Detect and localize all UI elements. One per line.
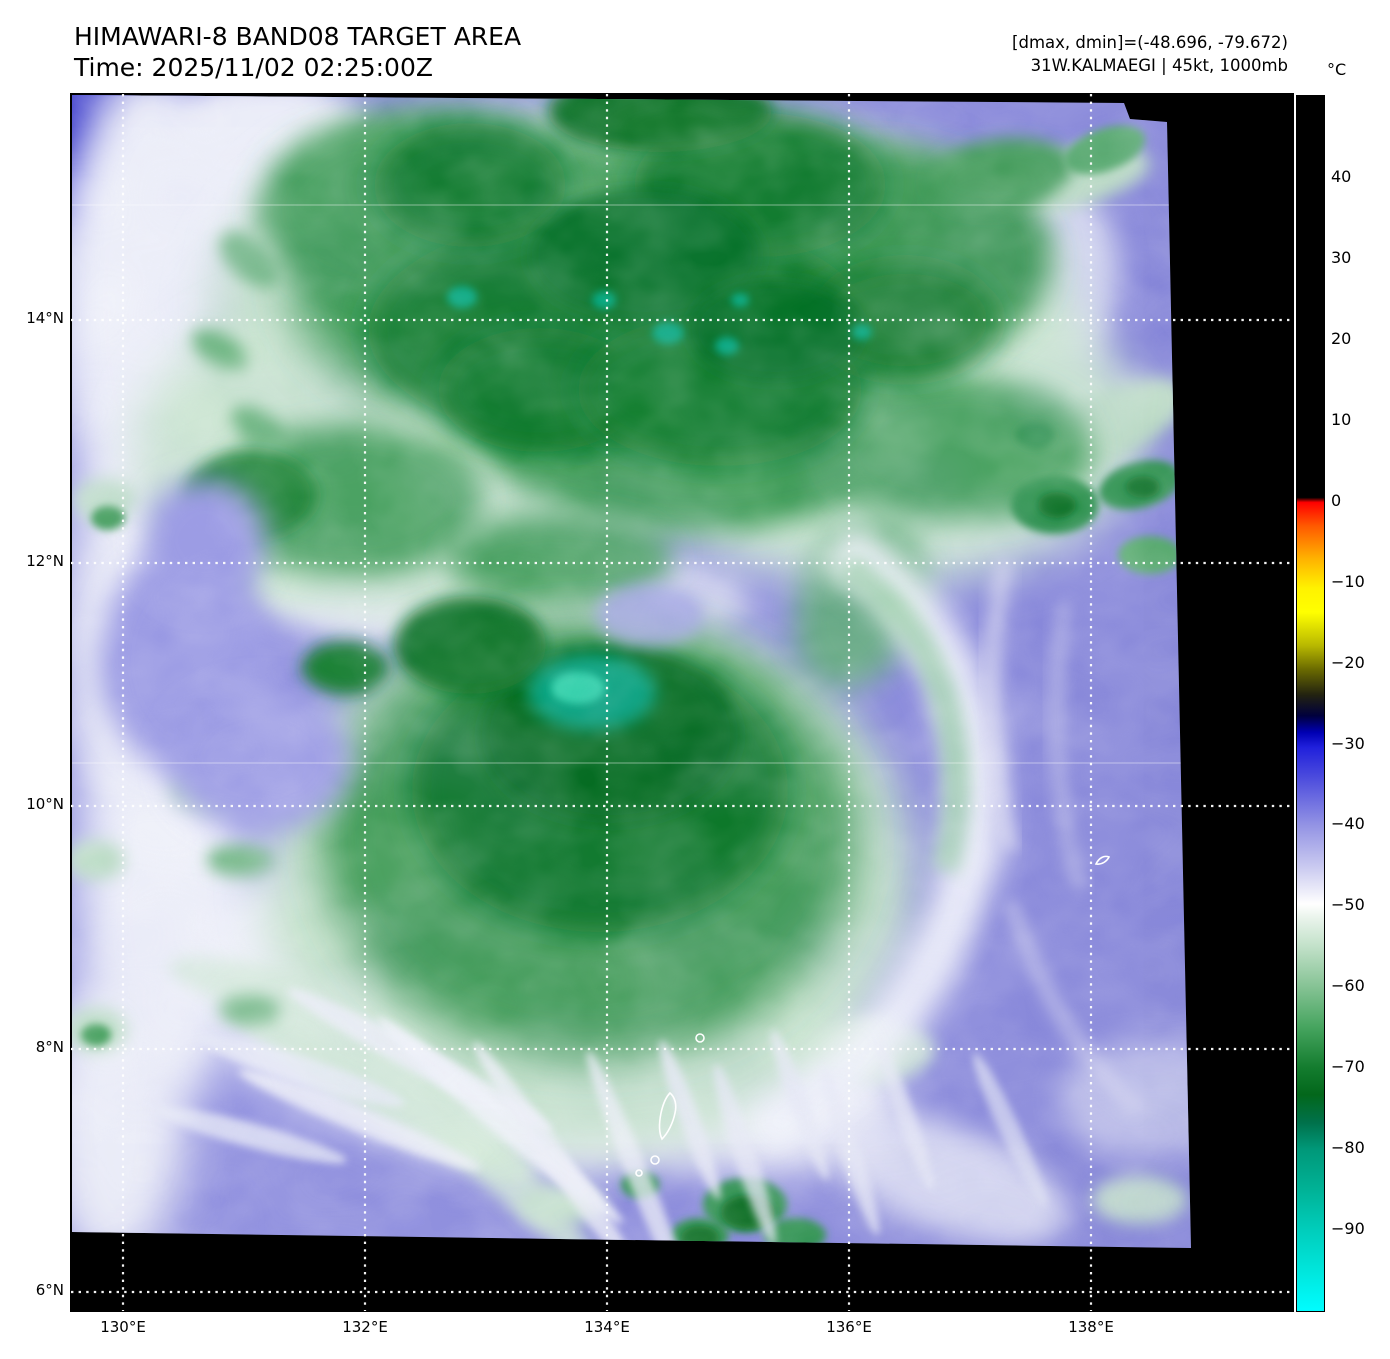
- lat-tick: 8°N: [35, 1038, 64, 1056]
- lat-tick: 6°N: [35, 1281, 64, 1299]
- colorbar-tick: −50: [1331, 895, 1365, 915]
- lat-tick: 14°N: [26, 309, 64, 327]
- colorbar-tick: −80: [1331, 1138, 1365, 1158]
- lat-tick: 10°N: [26, 795, 64, 813]
- colorbar-tick: −40: [1331, 814, 1365, 834]
- lon-tick: 138°E: [1068, 1318, 1114, 1336]
- colorbar-tick: 30: [1331, 247, 1352, 267]
- dmax-dmin-readout: [dmax, dmin]=(-48.696, -79.672): [1012, 33, 1288, 52]
- timestamp: Time: 2025/11/02 02:25:00Z: [74, 53, 433, 82]
- lon-tick: 130°E: [100, 1318, 146, 1336]
- colorbar-tick: 0: [1331, 490, 1342, 510]
- colorbar-tick: −60: [1331, 976, 1365, 996]
- colorbar-tick: −10: [1331, 571, 1365, 591]
- colorbar-tick: −30: [1331, 733, 1365, 753]
- lat-tick: 12°N: [26, 552, 64, 570]
- scan-seams: [72, 204, 1190, 764]
- colorbar-tick: −70: [1331, 1057, 1365, 1077]
- colorbar-unit-label: °C: [1327, 60, 1347, 79]
- colorbar-tick: −20: [1331, 652, 1365, 672]
- colorbar-tick: −90: [1331, 1219, 1365, 1239]
- lon-tick: 132°E: [342, 1318, 388, 1336]
- colorbar-tick: 40: [1331, 167, 1352, 186]
- texture-noise-violet: [72, 95, 1191, 1248]
- satellite-plot: Copyright © 2020-2025 Dapiya: [70, 93, 1294, 1312]
- colorbar-tick: 10: [1331, 409, 1352, 429]
- island-outlines: [635, 855, 1111, 1177]
- header-right: [dmax, dmin]=(-48.696, -79.672) 31W.KALM…: [1012, 31, 1288, 77]
- page-title: HIMAWARI-8 BAND08 TARGET AREA: [74, 22, 522, 51]
- title-block: HIMAWARI-8 BAND08 TARGET AREA Time: 2025…: [74, 21, 521, 83]
- storm-readout: 31W.KALMAEGI | 45kt, 1000mb: [1030, 56, 1288, 75]
- satellite-image: [71, 94, 1293, 1311]
- colorbar-tick: 20: [1331, 328, 1352, 348]
- lon-tick: 134°E: [584, 1318, 630, 1336]
- cloud-field: [72, 95, 1191, 1248]
- colorbar: [1296, 95, 1325, 1312]
- graticule: [71, 94, 1293, 1311]
- lon-tick: 136°E: [826, 1318, 872, 1336]
